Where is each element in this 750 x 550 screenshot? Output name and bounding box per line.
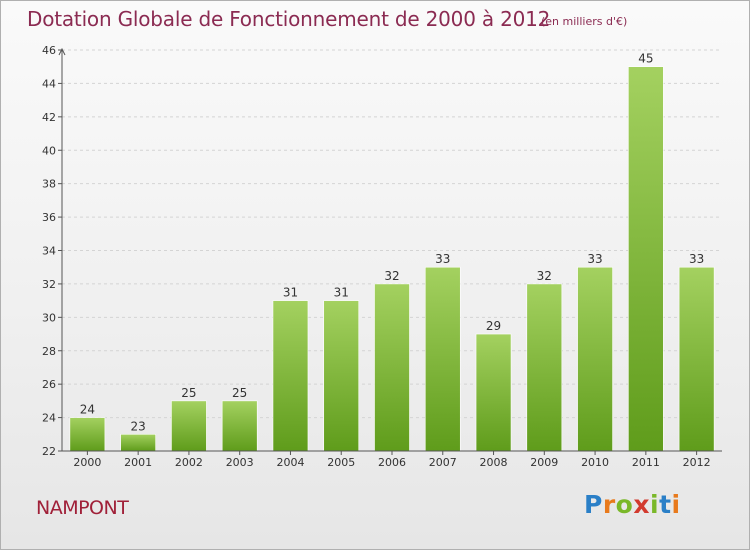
x-tick-label: 2009 [530, 456, 558, 469]
x-tick-label: 2006 [378, 456, 406, 469]
bar [221, 400, 258, 452]
logo-letter: r [602, 490, 616, 519]
proxiti-logo: Proxiti [584, 490, 681, 519]
bar [424, 266, 461, 452]
bar [475, 333, 512, 452]
data-label: 32 [384, 269, 399, 283]
y-tick-label: 32 [42, 278, 56, 291]
y-tick-label: 38 [42, 178, 56, 191]
logo-letter: i [650, 490, 660, 519]
data-label: 33 [689, 252, 704, 266]
logo-letter: x [633, 490, 650, 519]
y-tick-label: 22 [42, 445, 56, 458]
x-tick-label: 2002 [175, 456, 203, 469]
bar [323, 300, 360, 452]
chart-title: Dotation Globale de Fonctionnement de 20… [27, 7, 551, 31]
bar [577, 266, 613, 452]
data-label: 23 [131, 419, 146, 433]
data-label: 25 [232, 386, 247, 400]
y-tick-label: 30 [42, 311, 56, 324]
data-label: 33 [587, 252, 602, 266]
bar [69, 417, 106, 452]
bar [374, 283, 410, 452]
x-tick-label: 2000 [73, 456, 101, 469]
commune-name: NAMPONT [36, 497, 129, 519]
y-tick-label: 46 [42, 44, 56, 57]
bar [120, 433, 156, 452]
x-tick-label: 2011 [632, 456, 660, 469]
data-label: 33 [435, 252, 450, 266]
bar [678, 266, 715, 452]
y-tick-label: 26 [42, 378, 56, 391]
x-tick-label: 2012 [683, 456, 711, 469]
y-tick-label: 24 [42, 412, 56, 425]
chart-subtitle: (en milliers d'€) [541, 15, 628, 28]
x-tick-label: 2004 [276, 456, 304, 469]
data-label: 25 [181, 386, 196, 400]
y-axis-arrow [58, 47, 66, 56]
bar [171, 400, 207, 452]
x-tick-label: 2008 [480, 456, 508, 469]
y-tick-label: 36 [42, 211, 56, 224]
x-tick-label: 2005 [327, 456, 355, 469]
data-label: 31 [334, 286, 349, 300]
logo-letter: P [584, 490, 603, 519]
x-tick-label: 2003 [226, 456, 254, 469]
bar [526, 283, 563, 452]
x-tick-label: 2001 [124, 456, 152, 469]
y-tick-label: 40 [42, 144, 56, 157]
y-tick-label: 28 [42, 345, 56, 358]
logo-letter: o [615, 490, 634, 519]
x-tick-label: 2010 [581, 456, 609, 469]
y-tick-label: 34 [42, 245, 56, 258]
data-label: 45 [638, 52, 653, 66]
logo-letter: t [659, 490, 672, 519]
y-tick-label: 44 [42, 77, 56, 90]
logo-letter: i [671, 490, 681, 519]
y-tick-label: 42 [42, 111, 56, 124]
x-tick-label: 2007 [429, 456, 457, 469]
data-label: 31 [283, 286, 298, 300]
bar [272, 300, 309, 452]
bar [628, 66, 664, 452]
data-label: 32 [537, 269, 552, 283]
data-label: 24 [80, 403, 95, 417]
data-label: 29 [486, 319, 501, 333]
